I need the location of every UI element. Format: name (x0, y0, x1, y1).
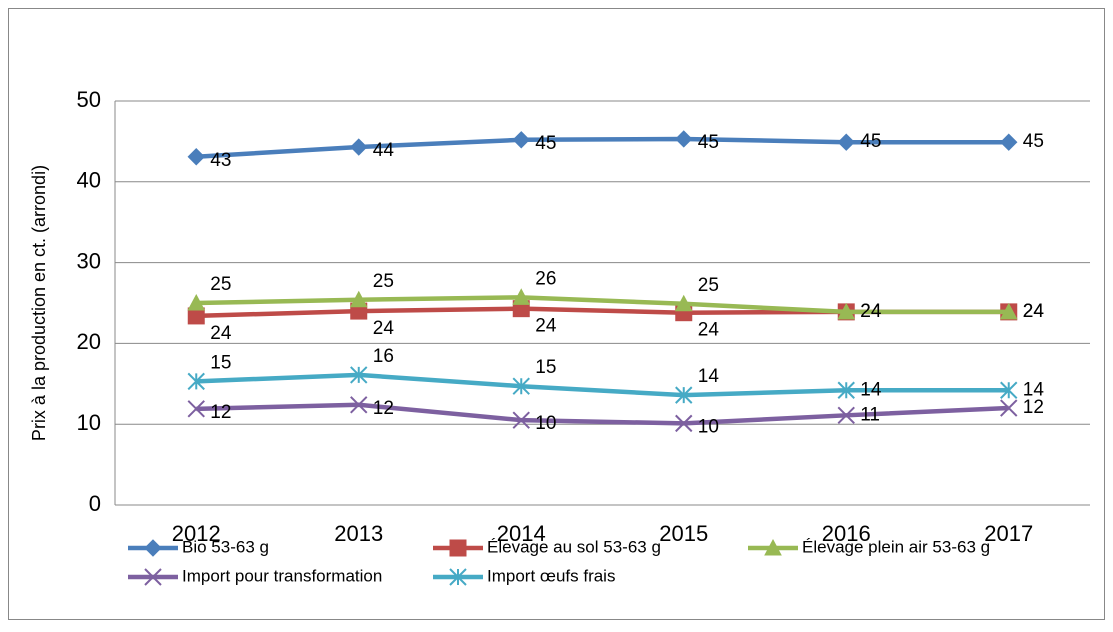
y-axis-label: Prix à la production en ct. (arrondi) (29, 165, 49, 441)
y-tick-label: 50 (77, 87, 101, 112)
data-label: 45 (535, 133, 556, 154)
data-label: 10 (698, 416, 719, 437)
data-label: 15 (535, 357, 556, 378)
data-label: 16 (373, 346, 394, 367)
legend-label: Import pour transformation (182, 566, 382, 585)
data-label: 12 (210, 402, 231, 423)
marker (512, 288, 531, 305)
data-label: 44 (373, 140, 395, 161)
data-label: 45 (1023, 131, 1044, 152)
data-label: 24 (210, 323, 232, 344)
data-label: 26 (535, 268, 556, 289)
data-label: 43 (210, 150, 231, 171)
y-tick-label: 30 (77, 248, 101, 273)
marker (837, 381, 855, 399)
data-label: 14 (1023, 379, 1045, 400)
data-label: 24 (373, 318, 395, 339)
marker (187, 293, 206, 311)
data-label: 24 (1023, 301, 1045, 322)
marker (350, 138, 368, 156)
y-tick-label: 40 (77, 168, 101, 193)
marker (999, 302, 1018, 320)
legend-label: Import œufs frais (487, 566, 615, 585)
marker (187, 400, 205, 418)
marker (1000, 381, 1018, 399)
marker (675, 386, 693, 404)
marker (449, 568, 467, 586)
data-label: 14 (860, 379, 882, 400)
marker (837, 133, 855, 151)
y-tick-label: 20 (77, 329, 101, 354)
x-tick-label: 2012 (172, 521, 221, 546)
data-label: 12 (373, 398, 394, 419)
marker (1000, 399, 1018, 417)
data-label: 10 (535, 413, 556, 434)
legend-label: Bio 53-63 g (182, 537, 269, 556)
marker (1000, 133, 1018, 151)
data-label: 24 (535, 316, 557, 337)
series-line (196, 372, 1009, 398)
marker (350, 366, 368, 384)
data-label: 24 (698, 320, 720, 341)
y-tick-label: 0 (89, 491, 101, 516)
marker (837, 302, 856, 320)
series-line (196, 136, 1009, 159)
data-label: 24 (860, 301, 882, 322)
marker (675, 130, 693, 148)
data-label: 25 (373, 271, 394, 292)
data-label: 45 (860, 131, 881, 152)
series-line (196, 295, 1009, 315)
legend-label: Élevage au sol 53-63 g (487, 537, 661, 556)
data-label: 45 (698, 132, 719, 153)
marker (449, 539, 467, 557)
marker (674, 294, 693, 312)
data-label: 24 (1023, 301, 1045, 322)
marker (675, 414, 693, 433)
data-label: 15 (210, 352, 231, 373)
marker (187, 148, 205, 166)
marker (144, 568, 162, 586)
y-tick-label: 10 (77, 410, 101, 435)
marker (764, 538, 782, 556)
marker (350, 396, 368, 414)
series-line (196, 402, 1009, 426)
data-label: 25 (698, 275, 719, 296)
marker (349, 290, 368, 308)
legend-label: Élevage plein air 53-63 g (802, 537, 990, 556)
marker (144, 539, 162, 557)
x-tick-label: 2015 (659, 521, 708, 546)
marker (512, 411, 530, 429)
marker (512, 377, 530, 395)
marker (837, 406, 855, 425)
data-label: 12 (1023, 397, 1044, 418)
x-tick-label: 2014 (497, 521, 546, 546)
data-label: 11 (860, 404, 880, 425)
x-tick-label: 2017 (984, 521, 1033, 546)
marker (187, 372, 205, 391)
marker (512, 131, 530, 149)
data-label: 25 (210, 274, 231, 295)
data-label: 14 (698, 366, 720, 387)
x-tick-label: 2016 (822, 521, 871, 546)
x-tick-label: 2013 (334, 521, 383, 546)
